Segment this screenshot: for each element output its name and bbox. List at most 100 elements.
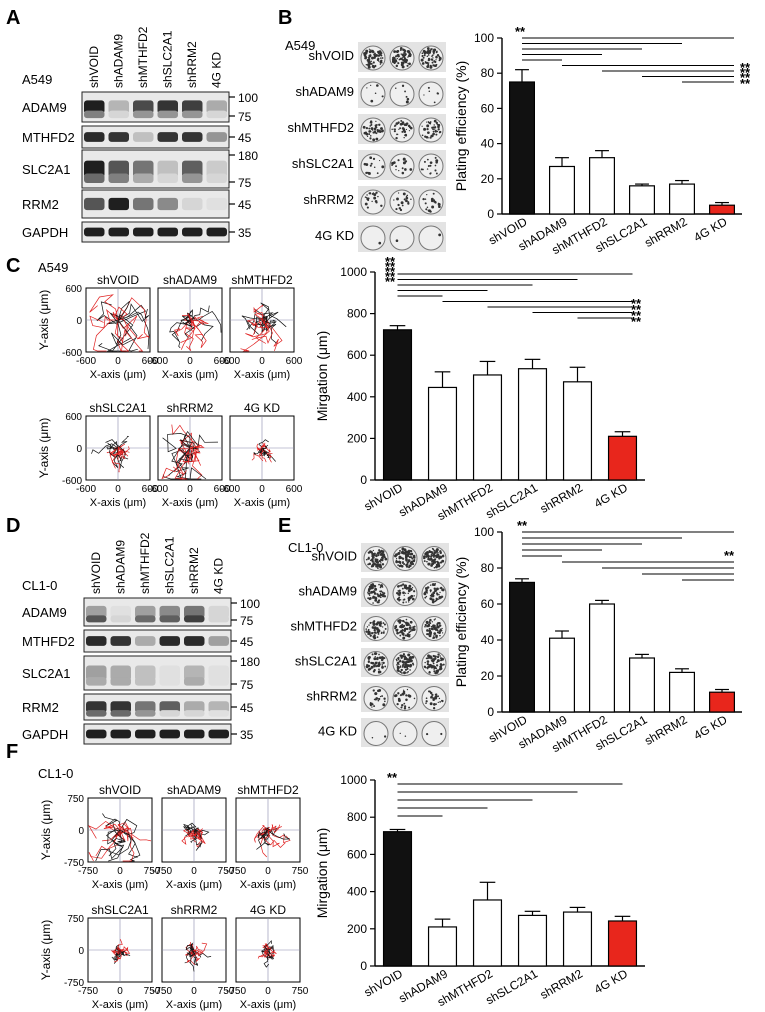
colony-dot [369,135,372,137]
colony-dot [410,561,413,564]
colony-dot [375,137,379,141]
cell-track [112,306,128,321]
colony-dot [410,594,414,598]
colony-dot [377,662,381,665]
colony-dot [439,58,442,61]
colony-dot [377,599,381,602]
x-tick-label: -600 [220,356,240,367]
colony-dot [367,597,370,600]
marker-label: 75 [238,110,252,124]
colony-dot [372,602,374,604]
colony-dot [426,666,429,669]
colony-dot [372,61,375,64]
cell-track [119,818,138,835]
colony-dot [442,663,445,666]
track-plot-title: 4G KD [244,401,280,415]
lane-label: shMTHFD2 [136,26,150,88]
colony-dot [426,625,428,628]
cell-track [186,948,195,957]
colony-dot [394,124,397,127]
colony-dot [373,56,376,59]
colony-dot [399,122,403,126]
colony-row-label: 4G KD [315,228,354,243]
colony-dot [434,589,437,593]
colony-dot [401,620,403,622]
colony-dot [439,655,441,657]
colony-dot [428,671,431,673]
colony-dot [384,700,386,703]
colony-dot [397,122,400,125]
blot-band [84,160,105,178]
colony-dot [373,127,377,131]
colony-dot [380,553,384,557]
colony-dot [396,665,400,669]
colony-dot [409,553,412,556]
colony-dot [432,662,435,665]
colony-dot [435,627,437,629]
colony-dot [435,172,438,175]
colony-dot [374,598,378,602]
cell-track [106,319,132,352]
x-tick-label: 600 [142,356,159,367]
colony-dot [424,666,426,668]
colony-dot [409,630,412,633]
colony-dot [401,130,404,133]
x-axis-label: X-axis (μm) [234,369,290,381]
colony-dot [425,702,427,705]
x-tick-label: -600 [148,356,168,367]
colony-dot [365,127,369,130]
colony-dot [365,164,367,166]
colony-dot [421,62,425,65]
bar [562,381,593,481]
colony-dot [379,563,382,566]
lane-label: shSLC2A1 [160,30,174,88]
cell-track [186,822,197,831]
colony-dot [407,202,410,205]
cell-track [178,443,194,461]
colony-dot [374,656,376,658]
colony-dot [434,696,438,700]
significance-marker: ** [631,314,642,329]
blot-band [86,729,107,739]
x-tick-label: 600 [142,484,159,495]
colony-dot [394,55,398,58]
colony-dot [382,622,385,624]
colony-dot [398,598,401,601]
colony-dot [435,669,438,673]
colony-dot [432,698,435,702]
colony-dot [369,130,372,133]
colony-dot [370,565,373,568]
colony-dot [400,551,404,554]
cell-track [259,447,266,456]
colony-dot [402,601,405,604]
colony-dot [378,656,382,659]
cell-track [254,311,267,327]
colony-dot [402,624,406,627]
colony-dot [407,62,409,64]
colony-dot [409,621,412,623]
blot-band [84,100,105,114]
lane-label: shMTHFD2 [138,532,152,594]
x-tick-label: 0 [265,986,271,997]
cell-track [119,827,135,862]
blot-strip [81,189,230,219]
tracks-cell-line: A549 [38,260,68,275]
cell-track [92,309,119,352]
bar [628,185,655,215]
colony-dot [401,557,405,560]
migration-tracks-1: CL1-0 shVOID -750 0 750 Y-axis (μm) -750 0 750 X-… [38,766,309,1011]
colony-dot [408,653,411,656]
colony-dot [433,668,435,670]
cell-track [193,945,203,953]
blot-band [84,197,105,211]
colony-dot [426,554,430,558]
colony-dot [399,654,402,657]
y-tick-label: 400 [347,390,367,404]
colony-dot [425,587,428,590]
cell-track [189,947,198,966]
colony-dot [402,653,406,656]
colony-dot [370,666,373,669]
colony-dot [433,549,436,552]
colony-dot [395,628,399,632]
colony-dot [437,598,439,601]
